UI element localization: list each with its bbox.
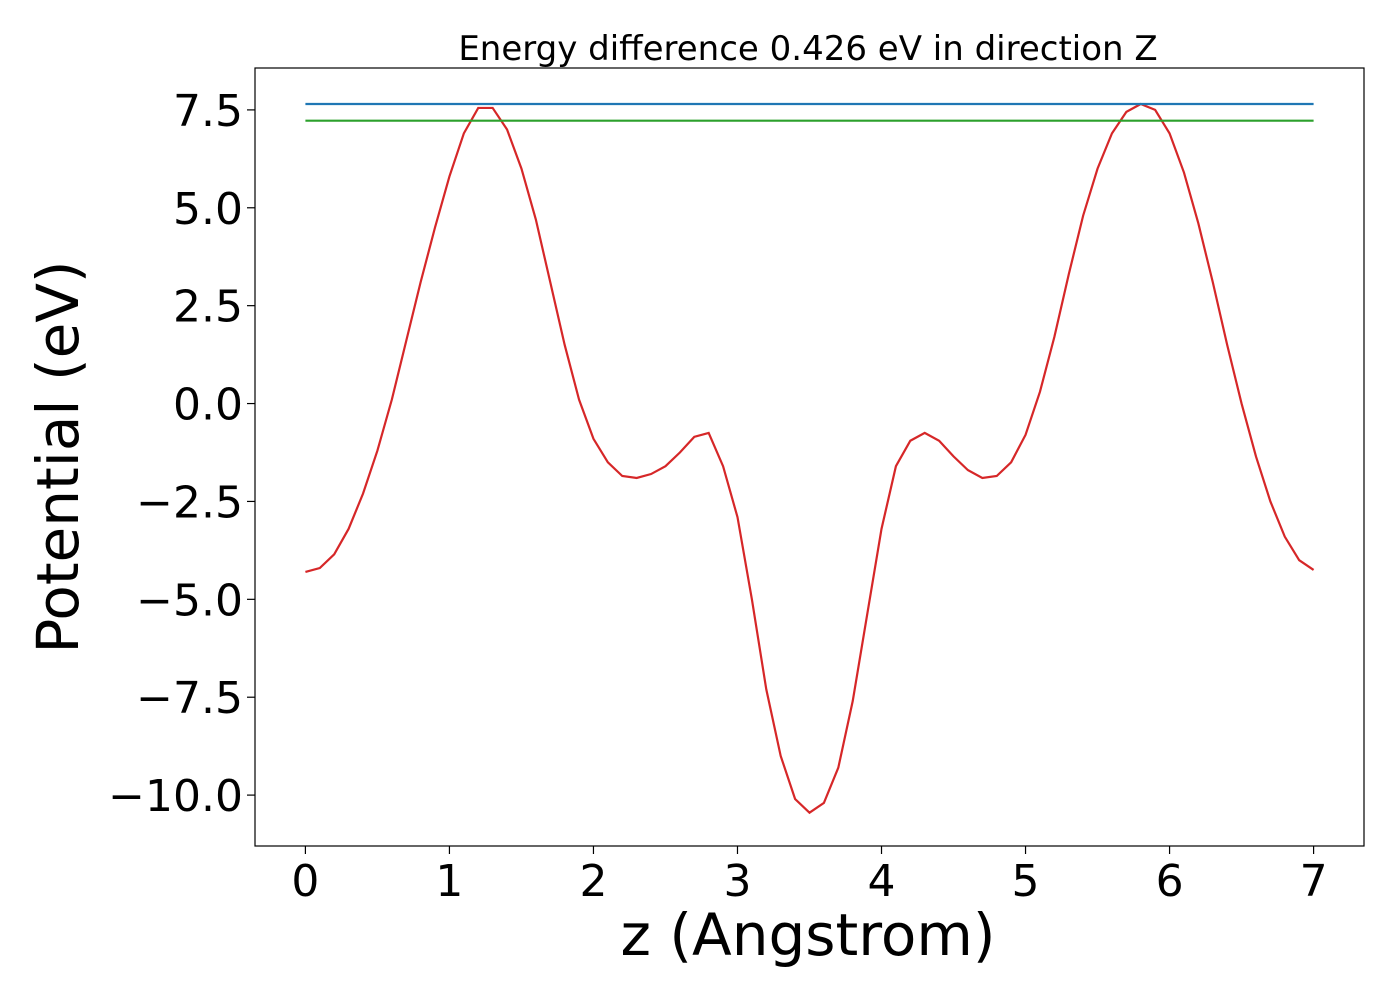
y-axis-label: Potential (eV)	[24, 260, 92, 653]
x-tick-label: 2	[579, 856, 607, 907]
y-tick-label: 5.0	[173, 184, 243, 235]
x-tick-label: 6	[1156, 856, 1184, 907]
x-tick-label: 5	[1012, 856, 1040, 907]
y-tick-label: 2.5	[173, 282, 243, 333]
y-tick-label: −10.0	[108, 771, 243, 822]
x-tick-label: 3	[723, 856, 751, 907]
x-tick-label: 0	[291, 856, 319, 907]
y-tick-label: −5.0	[136, 575, 243, 626]
series-line	[305, 102, 1315, 815]
x-tick-label: 4	[868, 856, 896, 907]
y-tick-label: −2.5	[136, 477, 243, 528]
x-axis-label: z (Angstrom)	[621, 901, 996, 969]
y-tick-label: −7.5	[136, 673, 243, 724]
y-tick-label: 0.0	[173, 380, 243, 431]
x-tick-label: 7	[1300, 856, 1328, 907]
y-tick-label: 7.5	[173, 86, 243, 137]
chart-title: Energy difference 0.426 eV in direction …	[458, 29, 1157, 69]
plot-frame	[254, 67, 1365, 847]
x-tick-label: 1	[435, 856, 463, 907]
